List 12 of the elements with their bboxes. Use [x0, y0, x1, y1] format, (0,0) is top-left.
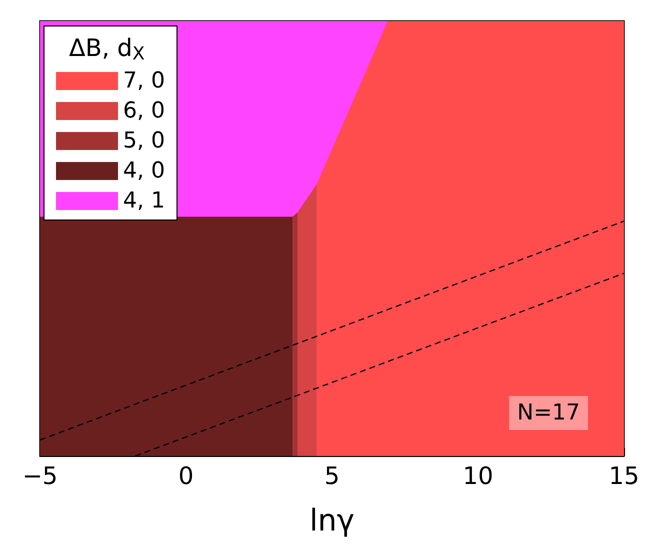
annotation: N=17	[517, 400, 580, 426]
x-tick-label: 5	[324, 462, 340, 490]
legend-label: 7, 0	[123, 68, 165, 94]
x-tick-label: −5	[22, 462, 58, 490]
legend-label: 6, 0	[123, 98, 165, 124]
legend-label: 4, 1	[123, 188, 165, 214]
x-tick-label: 15	[608, 462, 640, 490]
x-tick-label: 10	[462, 462, 494, 490]
x-axis-title: lnγ	[309, 504, 355, 538]
x-tick-label: 0	[178, 462, 194, 490]
legend-label: 4, 0	[123, 158, 165, 184]
legend-label: 5, 0	[123, 128, 165, 154]
